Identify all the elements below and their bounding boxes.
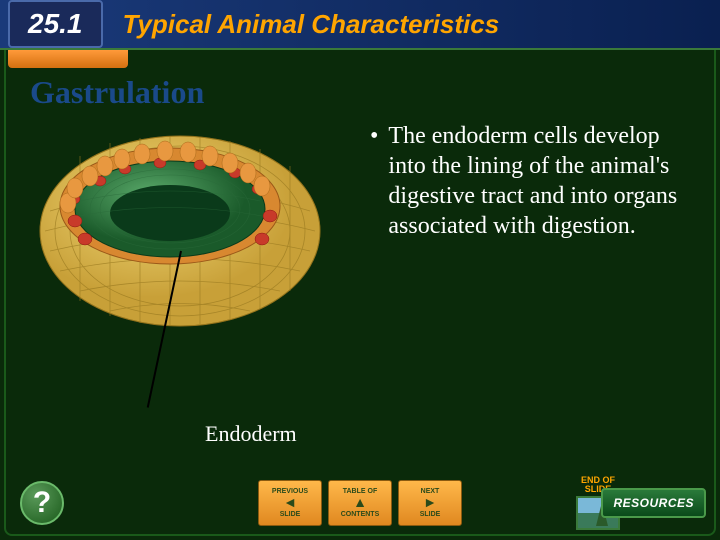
header-bar: 25.1 Typical Animal Characteristics [0, 0, 720, 50]
header-title: Typical Animal Characteristics [123, 9, 500, 40]
contents-button[interactable]: TABLE OF ▲ CONTENTS [328, 480, 392, 526]
help-button[interactable]: ? [20, 481, 64, 525]
diagram-label-endoderm: Endoderm [205, 421, 297, 447]
content-area: Gastrulation [30, 74, 690, 470]
left-arrow-icon: ◄ [283, 495, 297, 510]
nav-bar: ? PREVIOUS ◄ SLIDE TABLE OF ▲ CONTENTS N… [0, 478, 720, 528]
nav-label-bot: SLIDE [420, 511, 441, 519]
text-column: • The endoderm cells develop into the li… [370, 121, 690, 331]
diagram-column: Endoderm [30, 121, 350, 331]
orange-accent-strip [8, 50, 128, 68]
nav-label-bot: SLIDE [280, 511, 301, 519]
chapter-badge: 25.1 [8, 0, 103, 48]
body-text: The endoderm cells develop into the lini… [388, 121, 690, 241]
resources-button[interactable]: RESOURCES [601, 488, 706, 518]
up-arrow-icon: ▲ [353, 495, 367, 510]
next-slide-button[interactable]: NEXT ► SLIDE [398, 480, 462, 526]
gastrula-diagram [30, 121, 330, 331]
section-title: Gastrulation [30, 74, 690, 111]
bullet-item: • The endoderm cells develop into the li… [370, 121, 690, 241]
right-arrow-icon: ► [423, 495, 437, 510]
previous-slide-button[interactable]: PREVIOUS ◄ SLIDE [258, 480, 322, 526]
body-row: Endoderm • The endoderm cells develop in… [30, 121, 690, 331]
nav-label-bot: CONTENTS [341, 511, 380, 519]
bullet-marker: • [370, 121, 378, 241]
